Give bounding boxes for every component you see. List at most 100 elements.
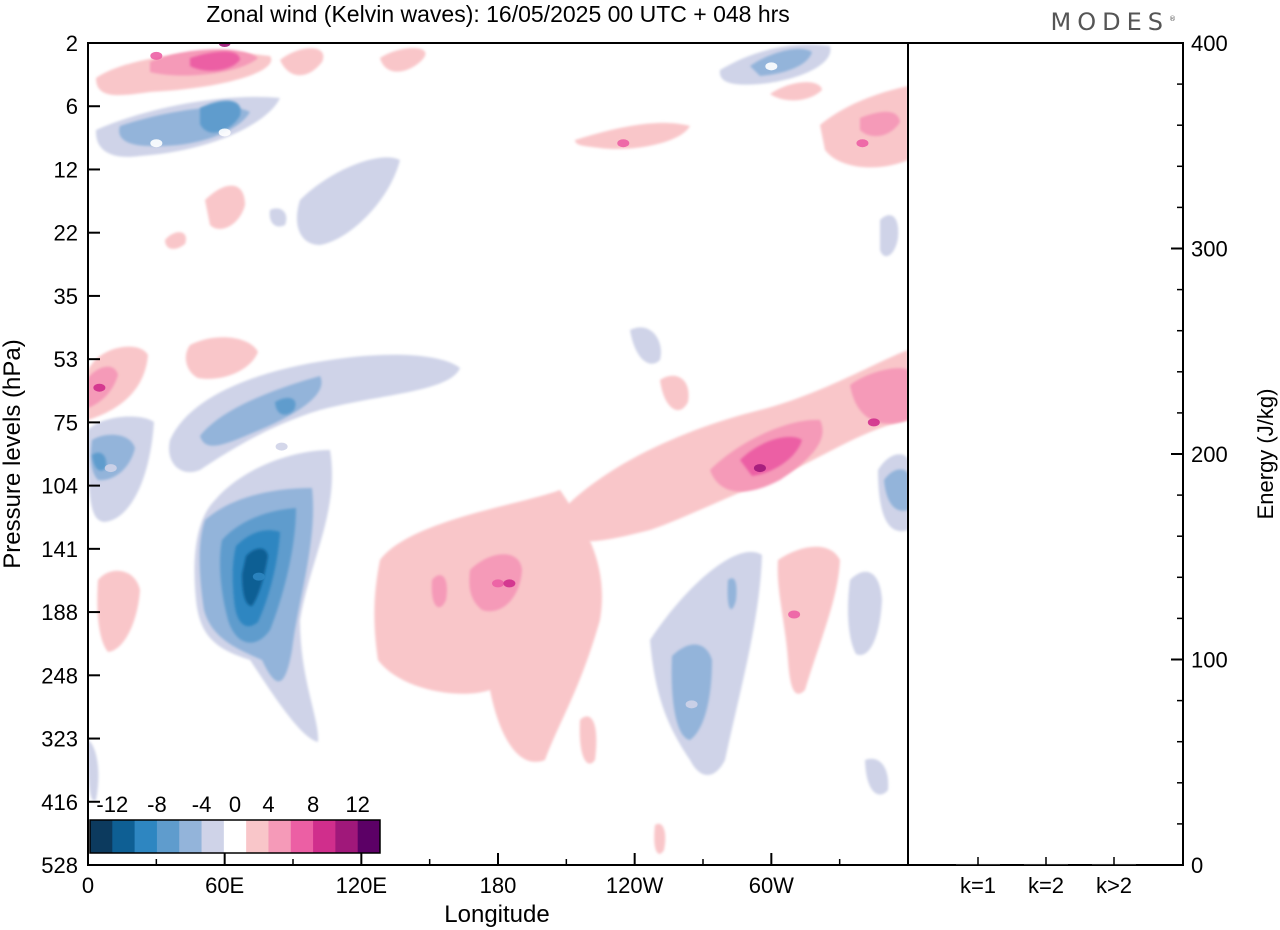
wind-contour (200, 100, 241, 133)
colorbar-label: 8 (307, 792, 319, 817)
colorbar-swatch (335, 820, 359, 853)
wind-feature (617, 139, 630, 148)
x-tick-label: 180 (480, 873, 517, 898)
wind-contour (660, 375, 689, 411)
colorbar-swatch (223, 820, 247, 853)
wind-contour (88, 740, 99, 801)
wind-contour (579, 716, 597, 764)
chart-title: Zonal wind (Kelvin waves): 16/05/2025 00… (206, 1, 790, 27)
colorbar-swatch (156, 820, 180, 853)
colorbar-swatch (246, 820, 269, 853)
wind-contour (185, 337, 258, 379)
wind-contour (88, 346, 148, 420)
wind-contour (545, 350, 908, 542)
wind-contour (671, 644, 712, 740)
y-tick-label: 188 (41, 600, 78, 625)
energy-panel-frame (907, 42, 1184, 866)
colorbar-label: 0 (229, 792, 241, 817)
x-axis: 0 60E 120E 180 120W 60W (82, 853, 841, 898)
wind-contour (269, 208, 287, 227)
colorbar-label: -4 (192, 792, 212, 817)
wind-contour (296, 157, 400, 245)
y-tick-label: 12 (54, 157, 78, 182)
x-tick-label: 0 (82, 873, 94, 898)
x-tick-label: 120W (606, 873, 664, 898)
wind-contour (865, 758, 889, 795)
wind-feature (218, 128, 231, 137)
wind-contour (654, 823, 666, 854)
wind-contour (750, 48, 812, 76)
wind-feature (503, 579, 516, 588)
colorbar-swatch (357, 820, 381, 853)
energy-axis: 0 100 200 300 400 (1171, 31, 1228, 878)
wind-feature (104, 464, 117, 473)
wind-contour (850, 368, 908, 424)
wind-contour (169, 354, 460, 473)
wind-feature (150, 51, 163, 60)
y-tick-label: 104 (41, 474, 78, 499)
wind-contour (190, 51, 240, 71)
colorbar-swatch (268, 820, 292, 853)
wind-contour (200, 376, 322, 446)
wind-feature (753, 464, 766, 473)
colorbar-swatch (134, 820, 158, 853)
wind-contour (280, 48, 324, 76)
energy-tick-label: 300 (1191, 237, 1228, 262)
wind-contour (884, 469, 908, 511)
y-tick-label: 141 (41, 537, 78, 562)
y-tick-label: 528 (41, 853, 78, 878)
y-axis: 2 6 12 22 35 53 75 104 141 188 248 323 416 528 (41, 31, 100, 878)
wind-contour (431, 575, 447, 608)
colorbar-swatch (290, 820, 314, 853)
y-tick-label: 416 (41, 790, 78, 815)
colorbar-label: -8 (147, 792, 167, 817)
wind-contour (848, 571, 882, 656)
wind-contour (727, 578, 737, 610)
colorbar-label: 4 (262, 792, 274, 817)
y-tick-label: 2 (66, 31, 78, 56)
wind-feature (275, 442, 288, 451)
wind-feature (685, 700, 698, 709)
y-axis-title: Pressure levels (hPa) (0, 339, 26, 568)
wind-feature (150, 139, 163, 148)
colorbar-swatch (313, 820, 336, 853)
x-tick-label: 60W (749, 873, 794, 898)
colorbar-label: 12 (345, 792, 369, 817)
colorbar-swatch (90, 820, 113, 853)
colorbar-frame (89, 819, 381, 854)
energy-tick-label: 400 (1191, 31, 1228, 56)
colorbar: -12 -8 -4 0 4 8 12 (89, 792, 381, 854)
wind-contour (165, 232, 186, 249)
brand-logo: MODES® (1051, 8, 1176, 36)
colorbar-swatch (201, 820, 225, 853)
y-tick-label: 53 (54, 347, 78, 372)
brand-registered-mark: ® (1169, 15, 1176, 23)
energy-cat-label: k=2 (1028, 873, 1064, 898)
x-tick-label: 60E (205, 873, 244, 898)
y-tick-label: 22 (54, 221, 78, 246)
wind-feature (252, 572, 265, 581)
energy-cat-label: k=1 (960, 873, 996, 898)
wind-contour (630, 327, 661, 364)
energy-tick-label: 100 (1191, 648, 1228, 673)
wind-feature (93, 383, 106, 392)
wind-contour (205, 185, 245, 229)
colorbar-label: -12 (96, 792, 128, 817)
y-tick-label: 248 (41, 663, 78, 688)
y-tick-label: 75 (54, 410, 78, 435)
y-tick-label: 323 (41, 727, 78, 752)
wind-contour (777, 546, 840, 694)
colorbar-swatch (179, 820, 203, 853)
wind-contour (770, 82, 822, 101)
wind-contour (92, 452, 107, 471)
energy-cat-label: k>2 (1096, 873, 1132, 898)
wind-contour (275, 397, 296, 415)
energy-axis-title: Energy (J/kg) (1253, 389, 1278, 520)
wind-feature (788, 610, 801, 619)
wind-contour (97, 570, 140, 652)
energy-bars: k=1 k=2 k>2 (956, 857, 1136, 898)
x-tick-label: 120E (336, 873, 387, 898)
wind-contour (374, 490, 602, 762)
wind-contour (380, 47, 426, 72)
